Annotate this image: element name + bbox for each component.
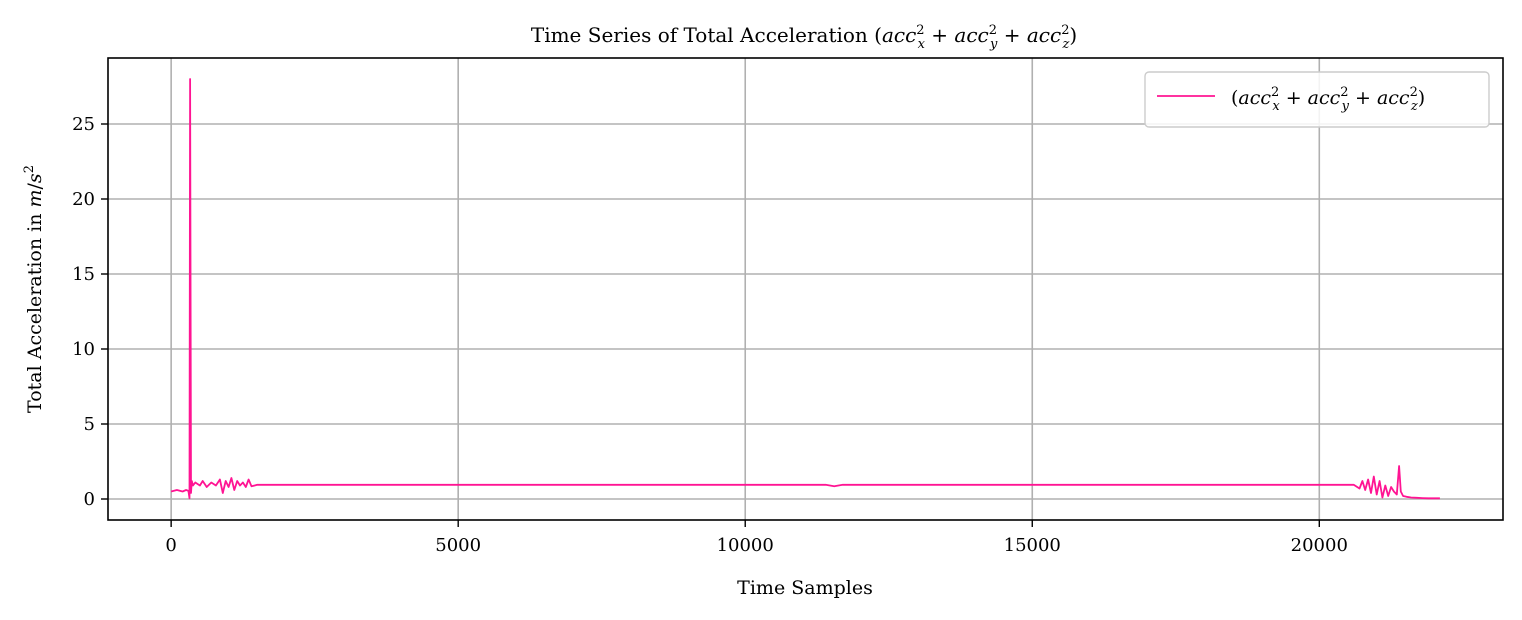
y-tick-label: 25 xyxy=(72,114,95,135)
y-tick-label: 20 xyxy=(72,189,95,210)
chart-title: Time Series of Total Acceleration (acc2 x… xyxy=(531,23,1077,52)
series-layer xyxy=(170,78,1440,500)
x-tick-label: 15000 xyxy=(1004,535,1061,556)
y-tick-label: 0 xyxy=(84,489,95,510)
y-tick-label: 5 xyxy=(84,414,95,435)
grid xyxy=(108,58,1503,520)
ticks: 0 5000 10000 15000 20000 0 5 10 15 20 25 xyxy=(72,114,1348,556)
plot-frame xyxy=(107,57,1504,521)
x-axis-label: Time Samples xyxy=(737,577,873,599)
x-tick-label: 20000 xyxy=(1291,535,1348,556)
y-axis-label: Total Acceleration in m/s2 xyxy=(22,165,46,413)
x-tick-label: 5000 xyxy=(435,535,481,556)
legend: (acc2 x + acc2 y + acc2 z) xyxy=(1144,71,1490,128)
x-tick-label: 0 xyxy=(165,535,176,556)
y-tick-label: 10 xyxy=(72,339,95,360)
x-tick-label: 10000 xyxy=(717,535,774,556)
series-line xyxy=(170,78,1440,500)
y-tick-label: 15 xyxy=(72,264,95,285)
legend-box xyxy=(1144,71,1490,128)
